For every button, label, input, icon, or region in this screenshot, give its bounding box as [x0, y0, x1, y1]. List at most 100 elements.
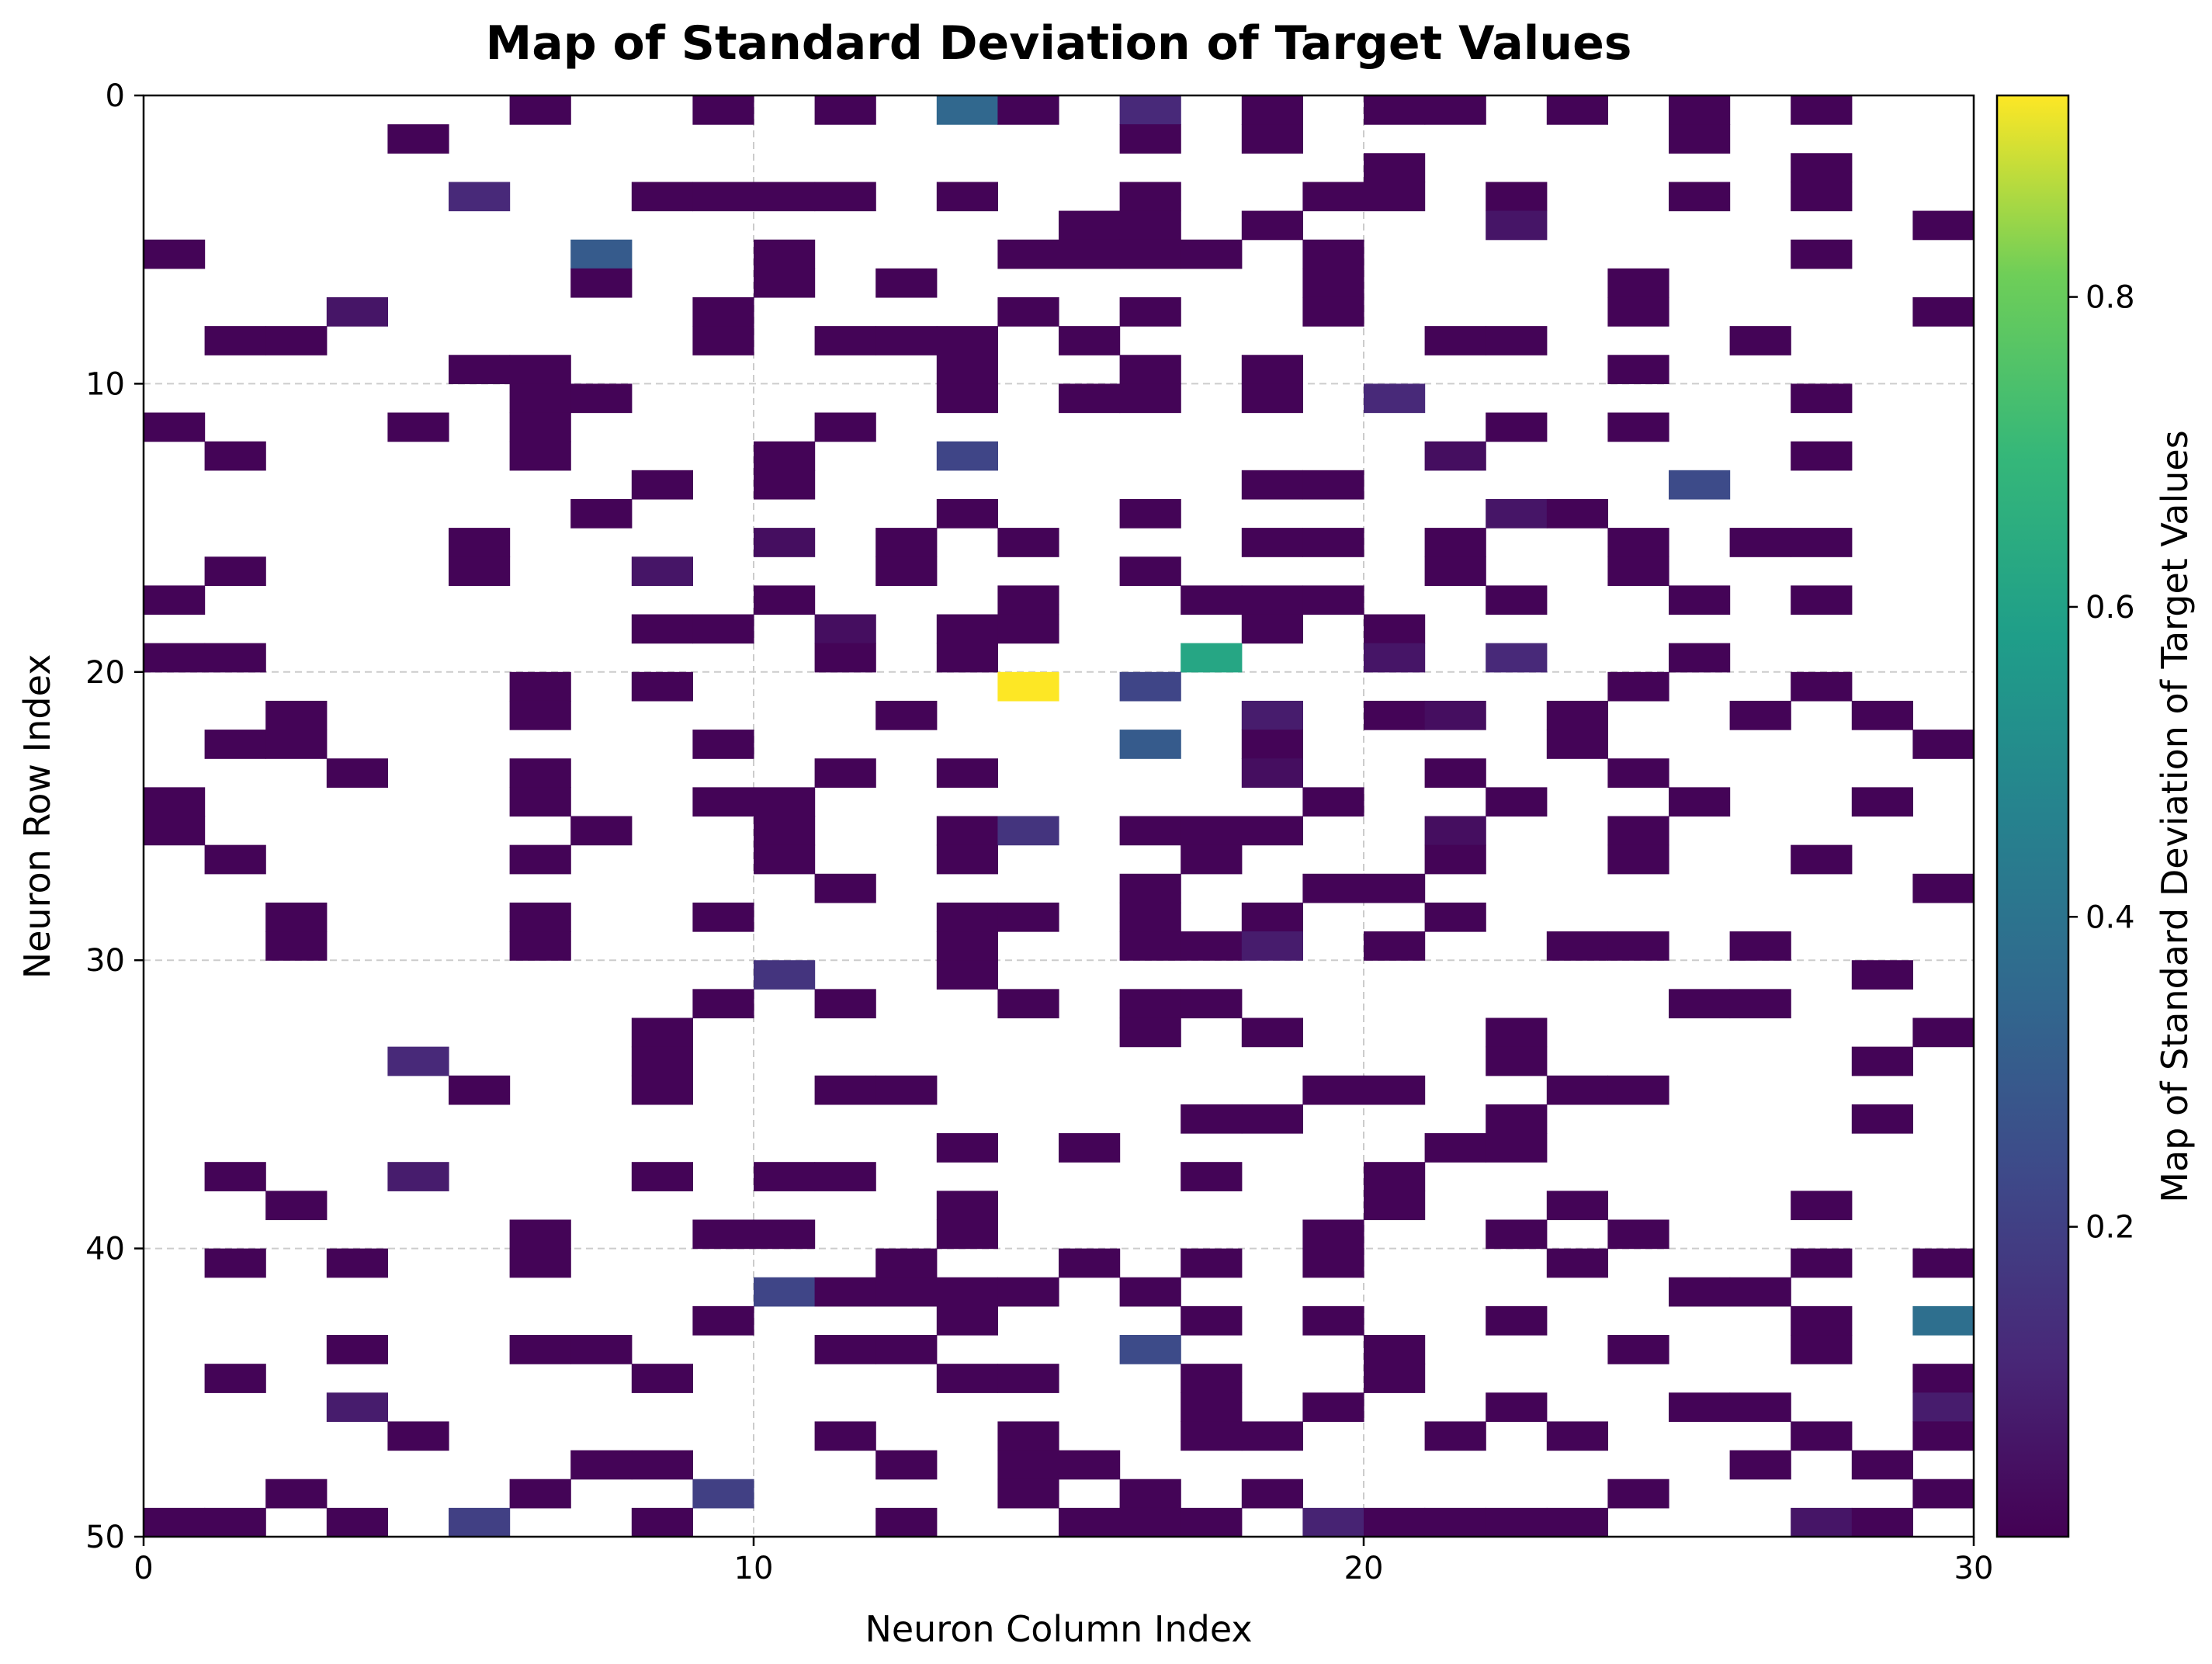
heatmap-cell — [570, 383, 633, 414]
heatmap-cell — [1181, 989, 1243, 1019]
heatmap-cell — [265, 730, 328, 759]
heatmap-cell — [814, 643, 876, 673]
heatmap-cell — [1241, 700, 1303, 730]
heatmap-cell — [449, 1507, 511, 1537]
heatmap-cell — [1119, 931, 1181, 961]
heatmap-cell — [692, 326, 754, 355]
heatmap-cell — [1364, 700, 1426, 730]
heatmap-cell — [1364, 1335, 1426, 1364]
heatmap-cell — [1181, 931, 1243, 961]
heatmap-cell — [1729, 931, 1791, 961]
heatmap-cell — [1607, 931, 1669, 961]
heatmap-cell — [1486, 326, 1548, 355]
heatmap-cell — [449, 556, 511, 586]
heatmap-cell — [204, 441, 266, 471]
heatmap-cell — [692, 1219, 754, 1250]
heatmap-cell — [1119, 210, 1181, 241]
heatmap-cell — [1546, 1191, 1608, 1221]
heatmap-cell — [814, 1335, 876, 1364]
heatmap-cell — [1181, 816, 1243, 846]
heatmap-cell — [997, 1277, 1059, 1307]
heatmap-cell — [875, 1248, 938, 1278]
heatmap-cell — [1607, 671, 1669, 702]
colorbar-tick-label: 0.4 — [2085, 900, 2135, 935]
heatmap-cell — [1364, 95, 1426, 125]
heatmap-cell — [814, 326, 876, 355]
heatmap-cell — [936, 758, 998, 788]
heatmap-cell — [1607, 1075, 1669, 1105]
heatmap-cell — [936, 1305, 998, 1336]
heatmap-cell — [1119, 816, 1181, 846]
heatmap-cell — [1912, 1364, 1975, 1393]
heatmap-cell — [1181, 1507, 1243, 1537]
heatmap-cell — [1302, 268, 1364, 298]
heatmap-cell — [1241, 614, 1303, 644]
heatmap-cell — [936, 182, 998, 212]
heatmap-cell — [1729, 700, 1791, 730]
heatmap-cell — [814, 758, 876, 788]
x-axis-label: Neuron Column Index — [865, 1608, 1252, 1650]
heatmap-cell — [936, 844, 998, 875]
heatmap-cell — [1119, 296, 1181, 327]
heatmap-cell — [1364, 1075, 1426, 1105]
heatmap-cell — [754, 1277, 816, 1307]
heatmap-cell — [1364, 931, 1426, 961]
heatmap-cell — [1119, 1017, 1181, 1048]
y-tick-label: 50 — [85, 1520, 125, 1555]
colorbar-tick-label: 0.8 — [2085, 280, 2135, 316]
heatmap-cell — [936, 614, 998, 644]
heatmap-cell — [631, 470, 693, 500]
heatmap-cell — [875, 556, 938, 586]
heatmap-cell — [509, 441, 571, 471]
heatmap-cell — [936, 95, 998, 125]
heatmap-cell — [1241, 528, 1303, 557]
heatmap-cell — [1119, 182, 1181, 212]
heatmap-cell — [1669, 1392, 1731, 1423]
heatmap-cell — [265, 931, 328, 961]
heatmap-cell — [1181, 1248, 1243, 1278]
heatmap-cell — [631, 1075, 693, 1105]
heatmap-cell — [1791, 585, 1853, 615]
heatmap-cell — [1912, 1479, 1975, 1509]
heatmap-cell — [1546, 1507, 1608, 1537]
heatmap-cell — [1424, 844, 1486, 875]
heatmap-cell — [1241, 95, 1303, 125]
heatmap-cell — [1364, 614, 1426, 644]
heatmap-cell — [1059, 210, 1121, 241]
heatmap-cell — [204, 730, 266, 759]
heatmap-cell — [144, 643, 206, 673]
y-tick-label: 40 — [85, 1232, 125, 1267]
y-tick-label: 30 — [85, 943, 125, 979]
heatmap-cell — [1607, 268, 1669, 298]
heatmap-cell — [1486, 643, 1548, 673]
heatmap-cell — [936, 931, 998, 961]
heatmap-cell — [1119, 1335, 1181, 1364]
heatmap-cell — [1791, 1191, 1853, 1221]
heatmap-cell — [814, 182, 876, 212]
heatmap-cell — [1119, 383, 1181, 414]
heatmap-cell — [265, 326, 328, 355]
heatmap-cell — [1424, 816, 1486, 846]
heatmap-cell — [1364, 1507, 1426, 1537]
heatmap-cell — [936, 326, 998, 355]
heatmap-cell — [1546, 1421, 1608, 1451]
heatmap-cell — [509, 95, 571, 125]
heatmap-cell — [1791, 182, 1853, 212]
heatmap-cell — [1424, 95, 1486, 125]
heatmap-cell — [997, 614, 1059, 644]
heatmap-cell — [509, 931, 571, 961]
heatmap-cell — [326, 296, 388, 327]
heatmap-cell — [1119, 730, 1181, 759]
heatmap-cell — [509, 844, 571, 875]
heatmap-cell — [1241, 1104, 1303, 1134]
heatmap-cell — [1912, 1421, 1975, 1451]
heatmap-cell — [1486, 1305, 1548, 1336]
heatmap-cell — [1119, 556, 1181, 586]
colorbar-tick-label: 0.2 — [2085, 1210, 2135, 1246]
heatmap-cell — [1241, 210, 1303, 241]
heatmap-cell — [1669, 182, 1731, 212]
heatmap-cell — [997, 1364, 1059, 1393]
heatmap-cell — [1181, 1392, 1243, 1423]
colorbar-tick-label: 0.6 — [2085, 590, 2135, 626]
